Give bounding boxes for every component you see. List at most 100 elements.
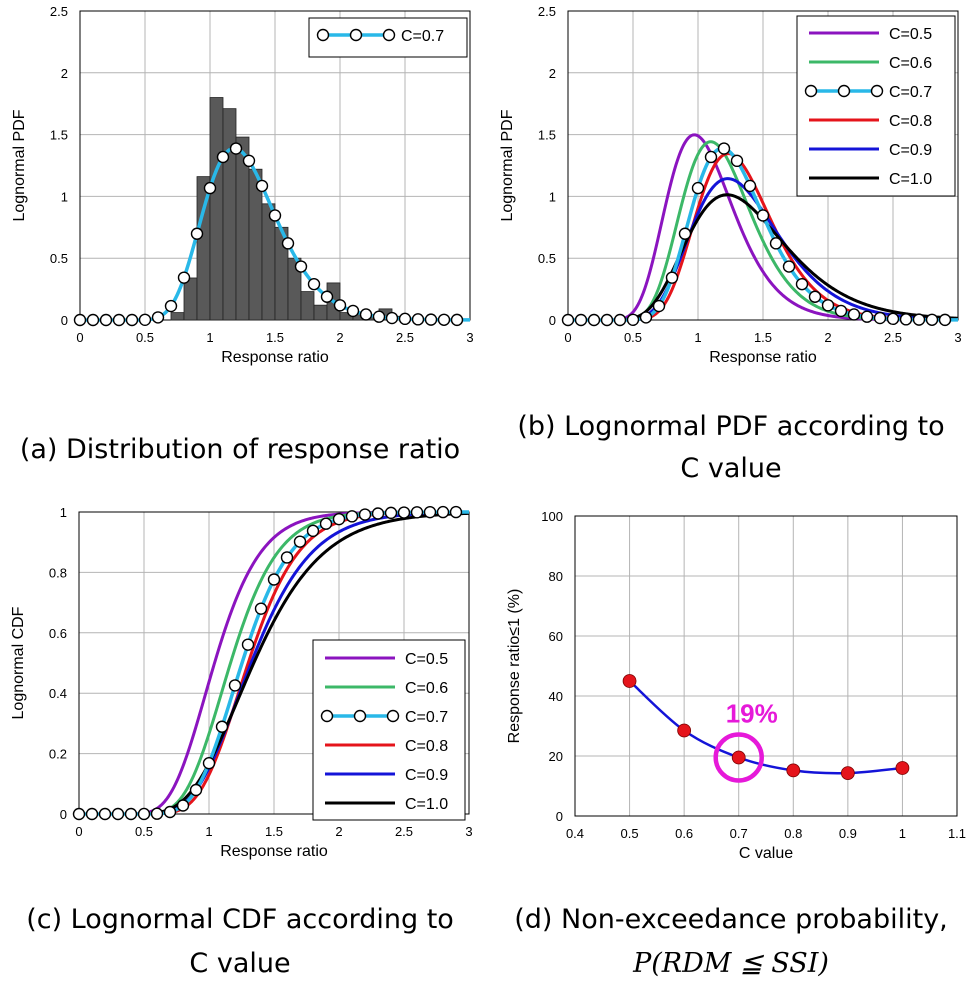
series-marker bbox=[743, 179, 757, 193]
series-marker bbox=[216, 150, 230, 164]
histogram-bar bbox=[313, 304, 328, 321]
x-tick-label: 0.5 bbox=[621, 826, 639, 841]
series-marker bbox=[397, 506, 411, 519]
x-tick-label: 1 bbox=[899, 826, 906, 841]
series-marker bbox=[423, 505, 437, 519]
legend-label: C=1.0 bbox=[889, 171, 932, 188]
series-marker bbox=[86, 313, 100, 327]
x-tick-label: 1 bbox=[205, 824, 212, 839]
y-tick-label: 40 bbox=[549, 689, 563, 704]
y-tick-label: 1 bbox=[549, 189, 556, 204]
legend-box bbox=[312, 639, 466, 821]
legend-label: C=0.8 bbox=[405, 738, 448, 755]
series-marker bbox=[756, 209, 770, 222]
series-marker bbox=[925, 313, 939, 326]
data-point bbox=[786, 763, 801, 778]
series-marker bbox=[912, 313, 926, 326]
series-marker bbox=[99, 313, 113, 327]
y-tick-label: 0.4 bbox=[49, 686, 67, 701]
series-marker bbox=[385, 311, 399, 325]
series-marker bbox=[613, 313, 627, 327]
caption-a: (a) Distribution of response ratio bbox=[20, 434, 460, 465]
x-tick-label: 1 bbox=[694, 330, 701, 345]
plot-frame bbox=[567, 10, 959, 321]
caption-c-line1: (c) Lognormal CDF according to bbox=[26, 904, 454, 935]
y-tick-label: 2 bbox=[549, 66, 556, 81]
series-marker bbox=[834, 304, 848, 318]
series-marker bbox=[437, 313, 451, 326]
histogram-bar bbox=[183, 277, 198, 321]
series-marker bbox=[176, 799, 190, 812]
series-marker bbox=[847, 308, 861, 321]
series-marker bbox=[332, 512, 346, 526]
y-tick-label: 2.5 bbox=[538, 4, 556, 19]
series-marker bbox=[449, 505, 463, 519]
y-tick-label: 2.5 bbox=[50, 4, 68, 19]
legend-marker bbox=[382, 28, 396, 42]
series-marker bbox=[137, 807, 151, 821]
series-marker bbox=[163, 805, 177, 819]
x-tick-label: 0 bbox=[76, 330, 83, 345]
panel-d-non-exceedance-probability: 0.4 0.5 0.6 0.7 0.8 0.9 1 1.1 0 20 40 60 80 100 C valu… bbox=[506, 509, 966, 862]
plot-frame bbox=[574, 515, 958, 817]
x-tick-label: 1.5 bbox=[266, 330, 284, 345]
y-axis-label: Response ratio≤1 (%) bbox=[506, 589, 523, 744]
data-point bbox=[677, 723, 692, 738]
series-marker bbox=[111, 807, 125, 821]
series-marker bbox=[398, 312, 412, 326]
caption-d-line1: (d) Non-exceedance probability, bbox=[514, 904, 948, 935]
series-marker bbox=[587, 313, 601, 327]
series-marker bbox=[254, 602, 268, 615]
plot-frame bbox=[78, 511, 470, 815]
series-marker bbox=[177, 271, 191, 284]
series-marker bbox=[561, 313, 575, 327]
x-tick-label: 0.8 bbox=[784, 826, 802, 841]
y-tick-label: 60 bbox=[549, 629, 563, 644]
panel-c-lognormal-cdf: 0 0.5 1 1.5 2 2.5 3 0 0.2 0.4 0.6 0.8 1 Response rati… bbox=[10, 505, 473, 860]
series-marker bbox=[320, 290, 334, 303]
series-marker bbox=[411, 313, 425, 326]
series-marker bbox=[899, 313, 913, 326]
series-marker bbox=[73, 313, 87, 327]
series-marker bbox=[717, 142, 731, 155]
series-marker bbox=[678, 227, 692, 240]
legend-label: C=0.8 bbox=[889, 113, 932, 130]
series-marker bbox=[574, 313, 588, 327]
y-axis-label: Lognormal CDF bbox=[10, 606, 27, 719]
series-marker bbox=[652, 299, 666, 313]
series-marker bbox=[294, 260, 308, 273]
x-axis-label: Response ratio bbox=[220, 843, 328, 860]
x-axis-label: C value bbox=[739, 845, 793, 862]
series-marker bbox=[203, 181, 217, 195]
series-marker bbox=[769, 237, 783, 250]
series-marker bbox=[215, 720, 229, 733]
series-marker bbox=[424, 313, 438, 326]
y-tick-label: 20 bbox=[549, 749, 563, 764]
series-marker bbox=[626, 313, 640, 326]
series-marker bbox=[280, 551, 294, 564]
histogram-bar bbox=[222, 108, 237, 321]
x-tick-label: 1.5 bbox=[265, 824, 283, 839]
series-marker bbox=[821, 299, 835, 312]
series-marker bbox=[150, 807, 164, 820]
series-marker bbox=[359, 308, 373, 321]
series-marker bbox=[319, 517, 333, 530]
x-tick-label: 2.5 bbox=[884, 330, 902, 345]
x-tick-label: 2.5 bbox=[395, 824, 413, 839]
x-tick-label: 3 bbox=[466, 330, 473, 345]
x-tick-label: 0 bbox=[75, 824, 82, 839]
series-marker bbox=[268, 209, 282, 222]
data-point bbox=[731, 750, 746, 765]
series-marker bbox=[860, 310, 874, 323]
caption-c-line2: C value bbox=[189, 948, 290, 979]
caption-b-line2: C value bbox=[680, 453, 781, 484]
series-marker bbox=[241, 638, 255, 651]
series-marker bbox=[98, 807, 112, 821]
x-axis-label: Response ratio bbox=[221, 349, 329, 366]
series-marker bbox=[228, 679, 242, 692]
x-tick-label: 0.5 bbox=[136, 330, 154, 345]
highlight-circle bbox=[713, 732, 764, 783]
caption-b-line1: (b) Lognormal PDF according to bbox=[517, 411, 944, 442]
series-marker bbox=[436, 505, 450, 519]
x-tick-label: 1.5 bbox=[754, 330, 772, 345]
